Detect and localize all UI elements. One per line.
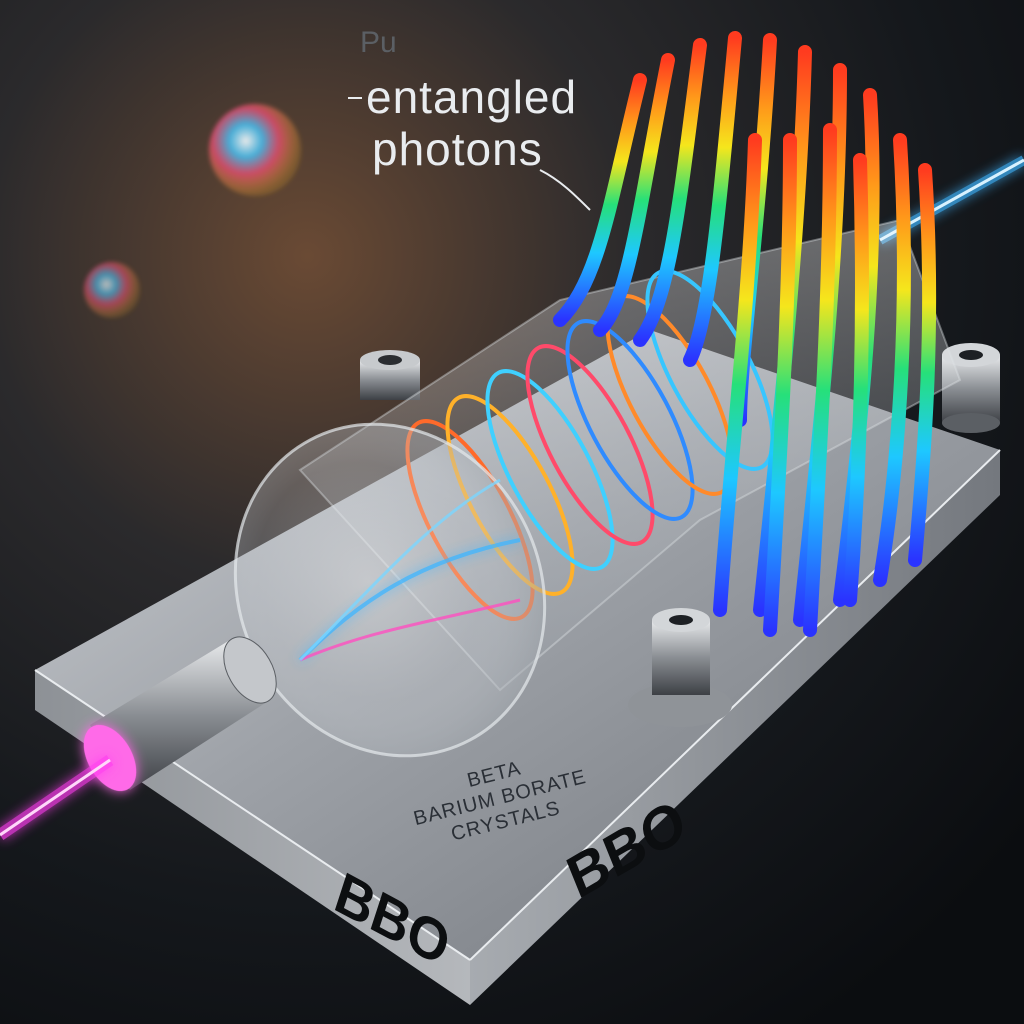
callout-pointer [539,169,591,211]
faded-label: Pu [360,26,397,59]
laser-beam-pink-core [0,758,111,837]
mounting-post-front [628,608,732,727]
glass-flask [233,422,547,758]
mounting-post-back [360,350,420,400]
entangled-photon-strands [553,31,937,637]
callout-label-line2: photons [372,123,543,175]
floating-bubble-large [209,104,301,196]
floating-bubble-small [84,262,140,318]
callout-label-line1: entangled [366,71,578,123]
mounting-post-right [942,343,1000,433]
